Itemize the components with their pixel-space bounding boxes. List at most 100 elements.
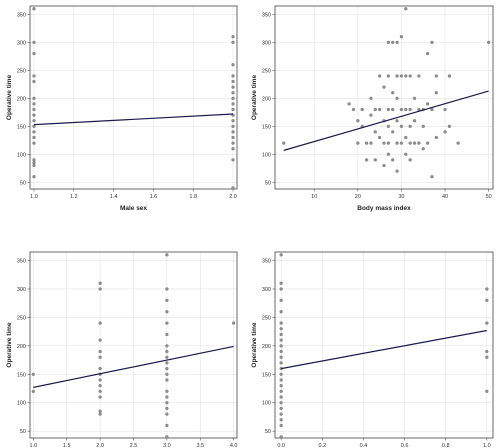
data-point: [391, 158, 395, 162]
y-tick-label: 250: [262, 68, 271, 74]
data-point: [377, 74, 382, 78]
data-point: [395, 119, 399, 123]
data-point: [231, 186, 235, 190]
plot-frame: [274, 5, 494, 190]
data-point: [417, 74, 421, 78]
data-point: [165, 412, 169, 416]
data-point: [231, 40, 235, 45]
x-tick-label: 0.6: [401, 443, 409, 448]
data-point: [408, 107, 412, 112]
data-point: [165, 349, 169, 354]
data-point: [165, 253, 169, 257]
data-point: [32, 7, 36, 11]
data-point: [399, 107, 404, 112]
data-point: [32, 158, 36, 162]
x-axis-label: Male sex: [120, 205, 147, 212]
x-tick-label: 0.4: [360, 443, 368, 448]
y-axis-label: Operative time: [6, 75, 13, 121]
data-point: [485, 355, 489, 359]
chart-panel-4: 0.00.20.40.60.81.050100150200250300350Ex…: [251, 251, 494, 448]
data-point: [32, 130, 36, 134]
x-tick-label: 1.0: [30, 194, 38, 200]
data-point: [279, 406, 283, 411]
data-point: [395, 40, 399, 45]
data-point: [32, 79, 36, 84]
x-tick-label: 2.0: [229, 194, 237, 200]
data-point: [404, 74, 408, 78]
x-tick-label: 1.8: [189, 194, 197, 200]
data-point: [417, 141, 421, 145]
y-tick-label: 200: [17, 344, 26, 350]
x-tick-label: 40: [442, 194, 448, 200]
regression-line: [283, 90, 489, 151]
y-tick-label: 200: [262, 96, 271, 102]
y-tick-label: 300: [17, 40, 26, 46]
data-point: [165, 310, 169, 314]
x-tick-label: 3.5: [196, 443, 204, 448]
data-point: [408, 74, 412, 78]
plot-frame: [274, 251, 494, 439]
data-point: [279, 281, 283, 285]
data-point: [279, 435, 283, 439]
data-point: [282, 141, 286, 145]
chart-panel-3: 1.0 1.5 2.0 2.5 3.0 3.5 4.0 50 100 150 200 250 300 35…: [6, 251, 238, 448]
data-point: [399, 141, 404, 145]
data-point: [165, 366, 169, 371]
x-tick-label: 1.2: [70, 194, 78, 200]
y-axis-label: Operative time: [251, 322, 258, 368]
data-point: [165, 372, 169, 376]
data-point: [231, 96, 235, 100]
x-tick-label: 4.0: [230, 443, 238, 448]
data-point: [231, 135, 235, 140]
data-point: [98, 321, 102, 325]
data-point: [98, 366, 102, 371]
data-point: [98, 287, 102, 291]
data-point: [408, 124, 412, 128]
data-point: [98, 395, 102, 399]
y-tick-label: 250: [17, 68, 26, 74]
data-point: [404, 135, 408, 140]
data-point: [351, 107, 356, 112]
data-point: [165, 332, 169, 337]
y-tick-label: 100: [17, 401, 26, 407]
data-point: [231, 35, 235, 39]
y-tick-label: 350: [262, 12, 271, 18]
y-tick-label: 350: [17, 12, 26, 18]
data-point: [231, 63, 235, 67]
data-point: [32, 40, 36, 45]
y-tick-label: 50: [265, 429, 271, 435]
data-point: [369, 141, 373, 145]
data-point: [404, 152, 408, 156]
data-point: [32, 161, 36, 165]
data-point: [369, 113, 373, 117]
x-tick-label: 2.5: [130, 443, 138, 448]
data-point: [231, 124, 235, 128]
data-point: [279, 327, 283, 331]
data-point: [231, 158, 235, 162]
y-tick-label: 150: [262, 124, 271, 130]
data-point: [373, 107, 377, 112]
y-tick-label: 250: [262, 315, 271, 321]
data-point: [377, 107, 382, 112]
data-point: [165, 321, 169, 325]
data-point: [412, 141, 417, 145]
data-point: [399, 74, 404, 78]
x-tick-label: 0.0: [277, 443, 285, 448]
x-tick-label: 3.0: [163, 443, 171, 448]
data-point: [279, 378, 283, 382]
data-point: [485, 321, 489, 325]
data-point: [279, 401, 283, 405]
data-point: [347, 102, 351, 106]
y-tick-label: 300: [262, 287, 271, 293]
data-point: [373, 158, 377, 162]
data-point: [486, 40, 491, 45]
data-point: [395, 169, 399, 173]
data-point: [391, 130, 395, 134]
chart-panel-2: 10 20 30 40 50 50 100 150 200 250 300 350 Body mass …: [251, 5, 494, 212]
data-point: [165, 401, 169, 405]
data-point: [395, 141, 399, 145]
data-point: [456, 141, 460, 145]
x-tick-label: 1.0: [30, 443, 38, 448]
data-point: [395, 74, 399, 78]
data-point: [443, 130, 447, 134]
